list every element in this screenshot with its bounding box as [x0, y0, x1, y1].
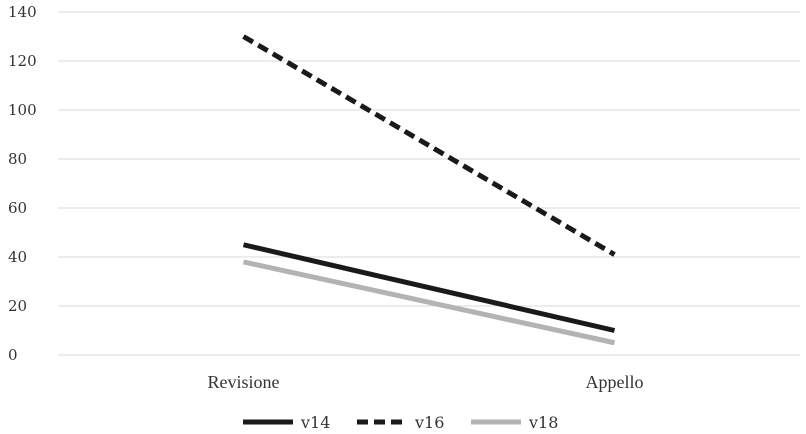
series-line-v16: [242, 34, 616, 257]
legend-label: v16: [414, 413, 444, 432]
y-tick-label: 20: [8, 297, 27, 315]
legend-label: v18: [528, 413, 558, 432]
series-line-v18: [242, 259, 616, 346]
series-lines: [242, 34, 616, 346]
legend: v14 v16 v18: [243, 413, 558, 432]
x-axis-categories: Revisione Appello: [208, 372, 644, 392]
x-category-label: Appello: [586, 372, 644, 392]
legend-label: v14: [300, 413, 330, 432]
x-category-label: Revisione: [208, 372, 280, 392]
y-tick-label: 40: [8, 248, 27, 266]
y-tick-label: 140: [8, 3, 37, 21]
y-tick-label: 80: [8, 150, 27, 168]
gridlines: [58, 11, 800, 356]
y-tick-label: 0: [8, 346, 18, 364]
series-line-v14: [242, 242, 616, 333]
y-tick-label: 100: [8, 101, 37, 119]
y-tick-label: 120: [8, 52, 37, 70]
y-axis-ticks: 0 20 40 60 80 100 120 140: [8, 3, 37, 364]
y-tick-label: 60: [8, 199, 27, 217]
